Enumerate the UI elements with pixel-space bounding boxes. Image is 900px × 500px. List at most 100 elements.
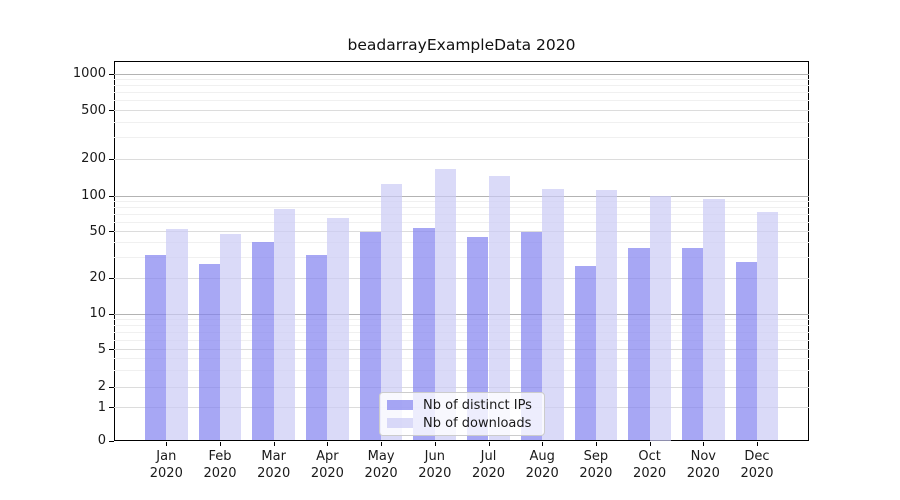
x-tick-label-dec: Dec 2020 [740, 448, 774, 481]
gridline-5 [114, 349, 809, 350]
bar-distinct-ips-oct [628, 247, 650, 441]
x-tick-label-jul: Jul 2020 [471, 448, 506, 481]
x-tick-jan [166, 441, 168, 446]
gridline-40 [114, 242, 809, 244]
bar-downloads-apr [327, 217, 349, 441]
bar-downloads-jul [488, 176, 510, 441]
y-tick-1000 [109, 73, 114, 75]
bar-distinct-ips-sep [574, 266, 596, 441]
x-tick-jul [488, 441, 490, 446]
y-tick-2 [109, 386, 114, 388]
gridline-700 [114, 92, 809, 94]
y-tick-label-100: 100 [81, 188, 106, 203]
y-tick-label-500: 500 [81, 102, 106, 118]
bar-distinct-ips-jun [413, 228, 435, 441]
y-tick-5 [109, 349, 114, 350]
bar-downloads-dec [757, 212, 779, 441]
legend-swatch-distinct-ips-icon [387, 400, 413, 410]
x-tick-label-sep: Sep 2020 [579, 448, 613, 481]
gridline-6 [114, 339, 809, 341]
y-tick-200 [109, 158, 114, 160]
x-tick-label-apr: Apr 2020 [310, 448, 344, 481]
gridline-9 [114, 318, 809, 320]
y-tick-label-0: 0 [97, 433, 106, 448]
x-tick-sep [595, 441, 597, 446]
bar-downloads-aug [542, 188, 564, 441]
gridline-300 [114, 137, 809, 139]
x-tick-aug [542, 441, 544, 446]
y-tick-label-50: 50 [89, 223, 106, 239]
gridline-90 [114, 200, 809, 202]
gridline-600 [114, 100, 809, 102]
gridline-2 [114, 386, 809, 388]
y-tick-10 [109, 313, 114, 315]
x-tick-oct [649, 441, 651, 446]
gridline-30 [114, 256, 809, 258]
gridline-500 [114, 110, 809, 111]
bar-distinct-ips-dec [735, 262, 757, 441]
x-tick-label-may: May 2020 [364, 448, 398, 481]
y-tick-1 [109, 407, 114, 409]
y-tick-label-20: 20 [89, 270, 106, 285]
legend: Nb of distinct IPs Nb of downloads [379, 392, 545, 436]
gridline-800 [114, 85, 809, 87]
gridline-200 [114, 158, 809, 160]
bar-distinct-ips-feb [198, 264, 220, 441]
bar-downloads-jan [166, 228, 188, 441]
bar-distinct-ips-mar [252, 242, 274, 441]
bar-downloads-may [381, 184, 403, 441]
gridline-10 [114, 313, 809, 315]
gridline-70 [114, 213, 809, 215]
y-tick-100 [109, 195, 114, 197]
gridline-20 [114, 277, 809, 279]
y-tick-0 [109, 440, 114, 442]
y-tick-label-5: 5 [97, 341, 106, 357]
x-tick-label-aug: Aug 2020 [525, 448, 559, 481]
x-tick-feb [220, 441, 221, 446]
x-tick-label-jan: Jan 2020 [149, 448, 183, 481]
gridline-1000 [114, 73, 809, 75]
bar-downloads-sep [595, 190, 618, 441]
y-tick-50 [109, 231, 114, 232]
bar-distinct-ips-apr [306, 255, 328, 441]
legend-item-downloads: Nb of downloads [387, 416, 544, 431]
x-tick-may [381, 441, 383, 446]
gridline-100 [114, 195, 809, 197]
gridline-4 [114, 358, 809, 360]
legend-label-downloads: Nb of downloads [423, 415, 532, 431]
y-tick-label-2: 2 [97, 379, 106, 395]
gridline-50 [114, 231, 809, 232]
x-tick-label-feb: Feb 2020 [203, 448, 237, 481]
bar-distinct-ips-may [359, 232, 382, 441]
bar-distinct-ips-jul [467, 237, 489, 441]
bar-distinct-ips-aug [520, 232, 543, 441]
bar-distinct-ips-nov [681, 247, 704, 441]
x-tick-mar [273, 441, 275, 446]
gridline-3 [114, 370, 809, 372]
x-tick-label-mar: Mar 2020 [257, 448, 291, 481]
gridline-60 [114, 221, 809, 223]
y-tick-label-1000: 1000 [72, 66, 106, 81]
gridline-7 [114, 331, 809, 333]
gridline-400 [114, 121, 809, 123]
gridline-80 [114, 206, 809, 208]
bar-downloads-jun [434, 168, 457, 441]
y-tick-20 [109, 277, 114, 279]
x-tick-dec [757, 441, 758, 446]
bar-downloads-feb [220, 234, 242, 441]
x-tick-apr [327, 441, 329, 446]
legend-item-distinct-ips: Nb of distinct IPs [387, 398, 544, 413]
bar-downloads-mar [273, 208, 296, 441]
legend-swatch-downloads-icon [387, 418, 413, 428]
x-tick-nov [703, 441, 705, 446]
legend-label-distinct-ips: Nb of distinct IPs [423, 397, 532, 413]
x-tick-label-oct: Oct 2020 [633, 448, 667, 481]
x-tick-label-nov: Nov 2020 [686, 448, 720, 481]
gridline-900 [114, 79, 809, 81]
y-tick-500 [109, 110, 114, 111]
x-tick-jun [434, 441, 436, 446]
x-tick-label-jun: Jun 2020 [418, 448, 452, 481]
chart-title: beadarrayExampleData 2020 [347, 36, 576, 54]
gridline-8 [114, 324, 809, 326]
